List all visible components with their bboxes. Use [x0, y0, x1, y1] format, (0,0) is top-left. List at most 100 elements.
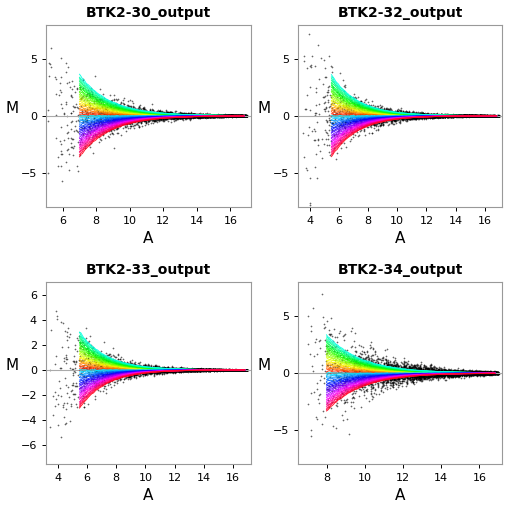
Point — [449, 372, 457, 380]
Point — [205, 112, 213, 121]
Point — [490, 111, 498, 120]
Point — [179, 365, 187, 373]
Point — [456, 111, 464, 120]
Point — [225, 366, 233, 374]
Point — [174, 366, 182, 374]
Point — [221, 366, 229, 374]
Point — [373, 126, 382, 134]
Point — [462, 371, 470, 379]
Point — [62, 146, 71, 154]
Point — [440, 111, 449, 119]
Point — [222, 366, 230, 374]
Point — [425, 110, 433, 119]
Point — [151, 114, 160, 122]
Point — [227, 365, 235, 374]
Point — [406, 116, 414, 124]
Point — [103, 368, 111, 376]
Point — [193, 366, 201, 374]
Point — [103, 366, 111, 375]
Point — [490, 370, 498, 378]
Point — [46, 423, 54, 432]
Point — [209, 366, 217, 374]
Point — [446, 112, 454, 120]
Point — [229, 366, 237, 374]
Point — [484, 111, 492, 120]
Point — [470, 367, 478, 376]
Point — [361, 125, 369, 133]
Point — [223, 366, 231, 374]
Point — [458, 369, 466, 377]
Point — [208, 366, 216, 374]
Point — [462, 111, 470, 120]
Point — [202, 366, 210, 375]
Point — [426, 370, 434, 378]
Point — [439, 370, 448, 378]
Point — [462, 367, 470, 376]
Point — [180, 366, 188, 374]
Point — [459, 112, 467, 120]
Point — [348, 114, 357, 122]
Point — [236, 112, 244, 120]
Point — [142, 367, 150, 375]
Point — [237, 366, 245, 374]
Point — [183, 111, 192, 120]
Point — [453, 371, 461, 379]
Point — [377, 366, 385, 375]
Point — [224, 366, 232, 374]
Point — [98, 366, 106, 374]
Point — [184, 365, 193, 374]
Point — [437, 368, 445, 376]
Point — [122, 360, 131, 369]
Point — [371, 113, 379, 121]
Point — [151, 362, 159, 370]
Point — [433, 111, 441, 120]
Point — [227, 111, 235, 120]
Point — [147, 365, 155, 374]
Point — [451, 368, 459, 376]
Point — [489, 112, 497, 120]
Point — [478, 111, 486, 120]
Point — [469, 111, 477, 120]
Point — [106, 362, 114, 370]
Point — [67, 91, 75, 99]
Point — [119, 112, 127, 121]
Point — [220, 111, 229, 120]
Point — [476, 368, 484, 376]
Point — [321, 105, 329, 114]
Point — [233, 365, 241, 374]
Point — [360, 104, 368, 112]
Point — [238, 111, 246, 119]
Point — [153, 112, 161, 120]
Point — [387, 376, 395, 384]
Point — [92, 130, 100, 138]
Point — [413, 111, 421, 120]
Point — [420, 111, 428, 119]
Point — [99, 364, 107, 373]
Point — [185, 111, 193, 120]
Point — [207, 112, 215, 120]
Point — [231, 111, 239, 120]
Point — [479, 368, 487, 376]
Point — [488, 369, 496, 377]
Point — [213, 112, 221, 120]
Point — [449, 370, 457, 378]
Point — [360, 115, 368, 123]
Point — [436, 111, 444, 119]
Point — [216, 111, 225, 120]
Point — [465, 111, 473, 120]
Point — [420, 367, 428, 376]
Point — [159, 365, 167, 373]
Point — [413, 111, 421, 119]
Point — [182, 366, 190, 374]
Point — [175, 366, 183, 375]
Point — [424, 371, 432, 379]
Point — [218, 112, 226, 120]
Point — [177, 110, 185, 118]
Point — [426, 112, 434, 120]
Point — [144, 365, 152, 373]
Point — [145, 105, 153, 114]
Point — [434, 112, 442, 120]
Point — [204, 365, 212, 373]
Point — [206, 112, 214, 120]
Point — [203, 112, 211, 121]
